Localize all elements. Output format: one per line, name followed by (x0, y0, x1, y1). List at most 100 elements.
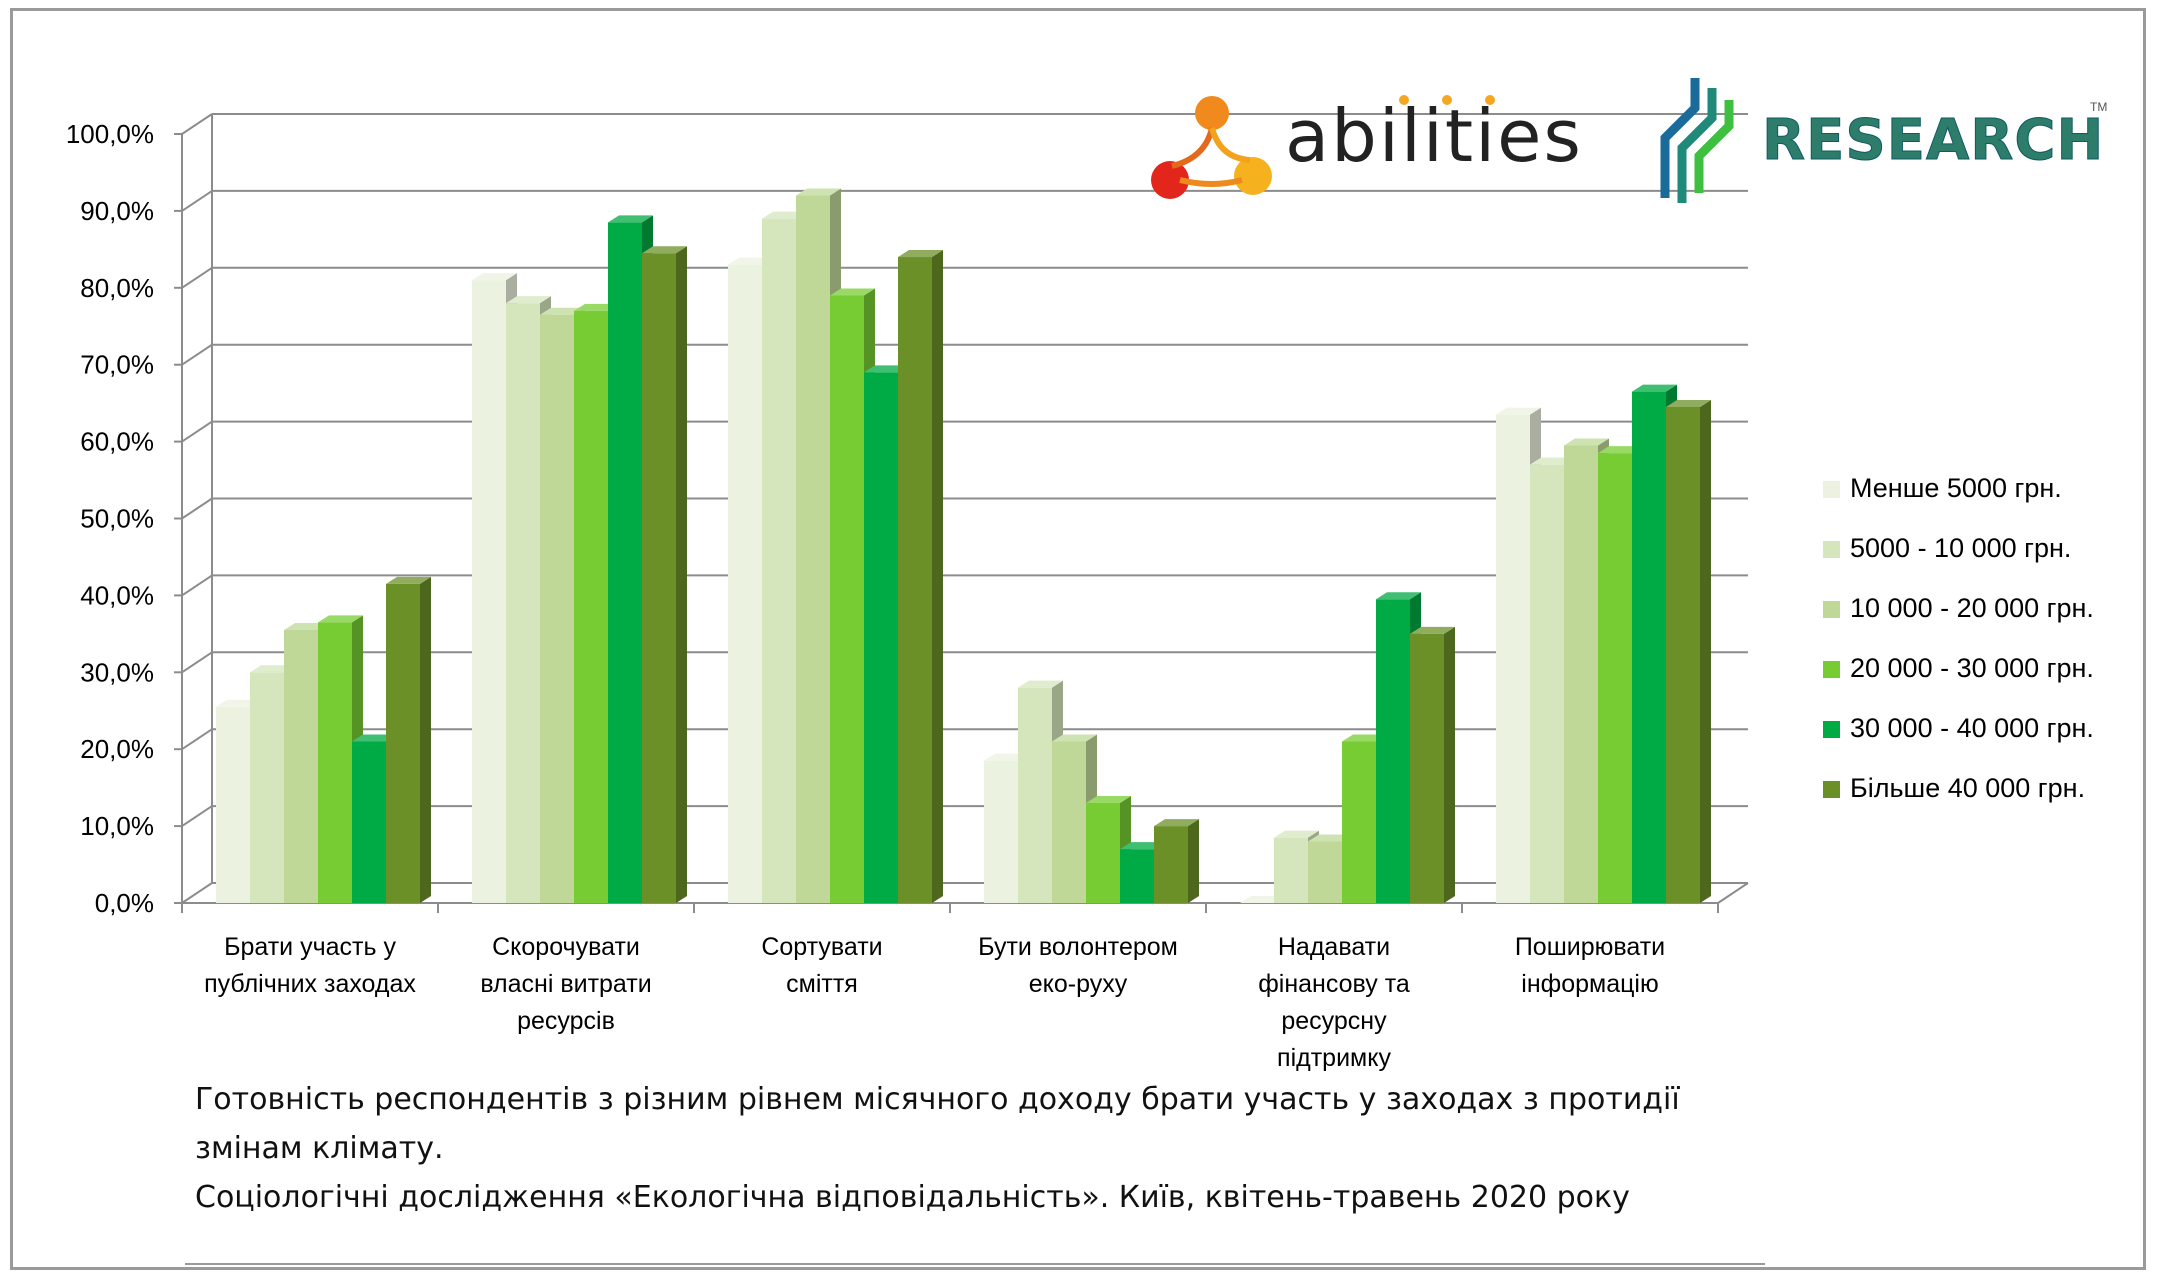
bar-front (1154, 826, 1188, 903)
x-category-label: Бути волонтером еко-руху (978, 933, 1178, 998)
bar-front (1052, 741, 1086, 903)
bar-front (642, 253, 676, 903)
bar-front (1376, 599, 1410, 903)
x-category-label: Сортувати сміття (761, 933, 882, 998)
bar-top (1376, 592, 1421, 600)
x-category-label: Скорочувати власні витрати ресурсів (480, 933, 651, 1035)
x-category-label-line: сміття (786, 970, 858, 998)
y-tick-label: 90,0% (80, 196, 154, 226)
y-tick-label: 80,0% (80, 273, 154, 303)
y-tick-label: 0,0% (95, 888, 154, 918)
bar-top (984, 753, 1029, 761)
legend-swatch (1823, 721, 1840, 738)
abilities-logo-icon (1151, 96, 1272, 199)
bar-top (1120, 842, 1165, 850)
legend-label: 30 000 - 40 000 грн. (1850, 713, 2094, 743)
x-category-label-line: власні витрати (480, 970, 651, 998)
x-category-label-line: Бути волонтером (978, 933, 1178, 961)
y-tick-label: 50,0% (80, 504, 154, 534)
gridline-depth (181, 651, 213, 674)
bar-top (386, 576, 431, 584)
bar-front (1598, 453, 1632, 903)
bar-top (1052, 734, 1097, 742)
bar-front (1632, 391, 1666, 903)
bar-front (864, 372, 898, 903)
legend-label: 10 000 - 20 000 грн. (1850, 593, 2094, 623)
y-tick-label: 20,0% (80, 734, 154, 764)
bar-side (1700, 399, 1711, 903)
chart-frame (10, 8, 2146, 1270)
bar-front (1410, 633, 1444, 903)
bar-front (830, 295, 864, 903)
bar-front (762, 218, 796, 904)
x-category-label: Брати участь у публічних заходах (204, 933, 416, 998)
bar-top (728, 257, 773, 265)
bar-top (1496, 407, 1541, 415)
bar-top (1308, 834, 1353, 842)
x-category-label-line: Поширювати (1515, 933, 1665, 961)
bar-top (1410, 626, 1455, 634)
x-category-labels: Брати участь у публічних заходах Скорочува… (204, 933, 1665, 1072)
bar-top (1598, 446, 1643, 454)
bar-top (250, 665, 295, 673)
legend-swatch (1823, 601, 1840, 618)
bar-front (472, 280, 506, 903)
x-category-label-line: Скорочувати (492, 933, 640, 961)
bar-top (1086, 796, 1131, 804)
bar-front (898, 257, 932, 903)
bar-front (1564, 445, 1598, 903)
bar-top (318, 615, 363, 623)
y-tick-label: 10,0% (80, 811, 154, 841)
bar-top (1018, 680, 1063, 688)
gridline-depth (181, 805, 213, 827)
bar-front (250, 672, 284, 903)
bottom-divider (185, 1263, 1765, 1265)
legend-swatch (1823, 781, 1840, 798)
bar-front (1120, 849, 1154, 903)
legend-swatch (1823, 541, 1840, 558)
x-category-label-line: еко-руху (1029, 970, 1128, 998)
x-category-label-line: публічних заходах (204, 970, 416, 998)
x-category-label-line: підтримку (1277, 1044, 1391, 1072)
legend-label: Більше 40 000 грн. (1850, 773, 2085, 803)
bar-top (1632, 384, 1677, 392)
gridline-depth (181, 190, 213, 212)
bar (1666, 399, 1711, 903)
bar-top (830, 288, 875, 296)
abilities-dots (1399, 95, 1495, 105)
bar-front (574, 310, 608, 903)
bar-front (540, 314, 574, 904)
x-category-label-line: фінансову та (1258, 970, 1410, 998)
y-tick-label: 40,0% (80, 580, 154, 610)
bar-top (1530, 457, 1575, 465)
bar-front (1666, 406, 1700, 903)
bar-top (1274, 830, 1319, 838)
abilities-wordmark: abilities (1285, 94, 1583, 178)
caption-line: змінам клімату. (195, 1131, 444, 1166)
gridline-depth (181, 266, 213, 289)
bar-top (1564, 438, 1609, 446)
legend-label: 5000 - 10 000 грн. (1850, 533, 2071, 563)
x-category-label-line: Сортувати (761, 933, 882, 961)
chart-caption: Готовність респондентів з різним рівнем … (195, 1075, 1895, 1222)
bar-top (608, 215, 653, 223)
x-category-label-line: Надавати (1278, 933, 1390, 961)
bar-front (216, 706, 250, 903)
bar-top (1666, 399, 1711, 407)
bar-front (984, 760, 1018, 903)
bar (386, 576, 431, 903)
bar-front (1086, 803, 1120, 903)
x-category-label-line: Брати участь у (224, 933, 396, 961)
y-tick-label: 100,0% (66, 119, 154, 149)
bar-top (540, 307, 585, 315)
bar-front (608, 222, 642, 903)
bar (1410, 626, 1455, 903)
trademark-mark: TM (2090, 100, 2108, 114)
bar (898, 250, 943, 904)
x-category-label-line: ресурсів (517, 1007, 615, 1035)
bar-front (1308, 841, 1342, 903)
gridline-depth (181, 497, 213, 520)
research-wordmark: RESEARCH (1761, 108, 2105, 174)
y-tick-label: 30,0% (80, 657, 154, 687)
